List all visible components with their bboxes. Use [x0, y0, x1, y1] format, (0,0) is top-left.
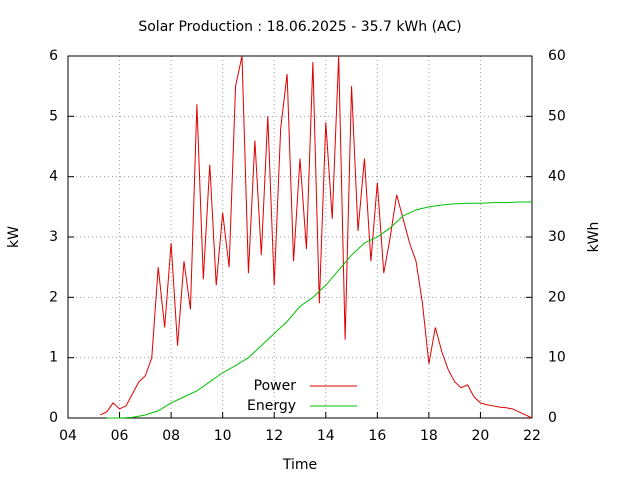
- x-tick-label: 08: [162, 428, 180, 444]
- y-tick-label: 1: [49, 350, 58, 366]
- y-tick-label: 6: [49, 48, 58, 64]
- y2-tick-label: 0: [548, 410, 557, 426]
- y2-tick-label: 10: [548, 350, 566, 366]
- y-tick-label: 4: [49, 169, 58, 185]
- y2-tick-label: 20: [548, 289, 566, 305]
- x-axis-label: Time: [282, 457, 317, 473]
- x-tick-label: 14: [317, 428, 335, 444]
- y-tick-label: 2: [49, 289, 58, 305]
- line-energy: [106, 201, 532, 419]
- x-tick-label: 04: [59, 428, 77, 444]
- x-tick-label: 10: [214, 428, 232, 444]
- y-axis-label: kW: [6, 226, 22, 248]
- y2-tick-label: 60: [548, 48, 566, 64]
- x-tick-label: 18: [420, 428, 438, 444]
- line-power: [100, 55, 533, 419]
- chart-title: Solar Production : 18.06.2025 - 35.7 kWh…: [138, 19, 461, 35]
- legend-label: Power: [254, 378, 297, 394]
- y2-axis-label: kWh: [586, 222, 602, 253]
- y2-tick-label: 50: [548, 108, 566, 124]
- plot-frame: [67, 55, 533, 419]
- x-tick-label: 16: [368, 428, 386, 444]
- y-tick-label: 3: [49, 229, 58, 245]
- y2-tick-label: 40: [548, 169, 566, 185]
- x-tick-label: 22: [523, 428, 541, 444]
- x-tick-label: 06: [111, 428, 129, 444]
- x-tick-label: 12: [265, 428, 283, 444]
- x-tick-label: 20: [472, 428, 490, 444]
- y-tick-label: 0: [49, 410, 58, 426]
- y2-tick-label: 30: [548, 229, 566, 245]
- legend-label: Energy: [247, 398, 296, 414]
- y-tick-label: 5: [49, 108, 58, 124]
